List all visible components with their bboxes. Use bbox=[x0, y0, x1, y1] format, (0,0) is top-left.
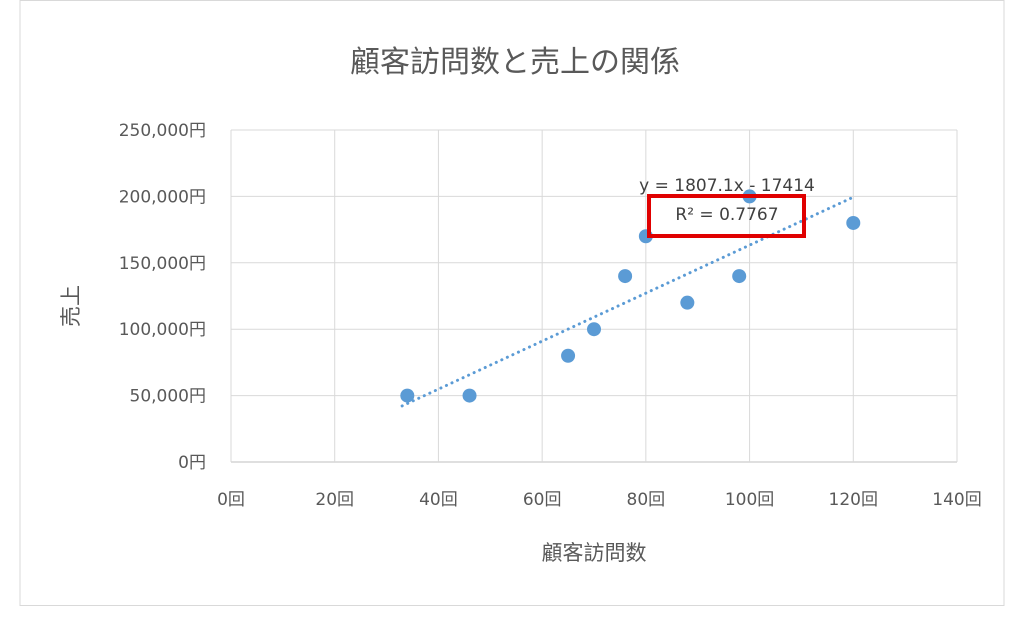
data-point bbox=[680, 295, 695, 310]
y-tick-labels: 0円 50,000円 100,000円 150,000円 200,000円 250,000… bbox=[119, 121, 206, 473]
trendline bbox=[400, 195, 855, 408]
trendline-equation: y = 1807.1x - 17414 bbox=[639, 176, 815, 196]
data-point bbox=[618, 269, 633, 284]
y-tick-label: 200,000円 bbox=[119, 187, 206, 207]
gridlines bbox=[230, 129, 958, 463]
trendline-group bbox=[400, 195, 855, 408]
data-point bbox=[400, 388, 415, 403]
chart-border bbox=[19, 0, 1005, 606]
r-squared-label: R² = 0.7767 bbox=[675, 205, 778, 225]
data-point bbox=[846, 215, 861, 230]
data-point bbox=[732, 269, 747, 284]
x-tick-label: 100回 bbox=[725, 490, 774, 510]
x-tick-labels: 0回 20回 40回 60回 80回 100回 120回 140回 bbox=[217, 490, 982, 510]
y-tick-label: 100,000円 bbox=[119, 320, 206, 340]
x-axis-title: 顧客訪問数 bbox=[542, 541, 647, 565]
y-tick-label: 250,000円 bbox=[119, 121, 206, 141]
y-axis-title: 売上 bbox=[59, 285, 83, 327]
y-tick-label: 0円 bbox=[178, 453, 206, 473]
chart-title: 顧客訪問数と売上の関係 bbox=[350, 45, 680, 80]
y-tick-label: 150,000円 bbox=[119, 254, 206, 274]
y-tick-label: 50,000円 bbox=[130, 387, 206, 407]
r2-highlight-box bbox=[647, 194, 806, 238]
x-tick-label: 80回 bbox=[627, 490, 666, 510]
data-point bbox=[462, 388, 477, 403]
x-tick-label: 120回 bbox=[829, 490, 878, 510]
x-tick-label: 20回 bbox=[315, 490, 354, 510]
data-point bbox=[561, 348, 576, 363]
x-tick-label: 40回 bbox=[419, 490, 458, 510]
x-tick-label: 0回 bbox=[217, 490, 245, 510]
x-tick-label: 60回 bbox=[523, 490, 562, 510]
data-point bbox=[587, 322, 601, 337]
x-tick-label: 140回 bbox=[932, 490, 981, 510]
